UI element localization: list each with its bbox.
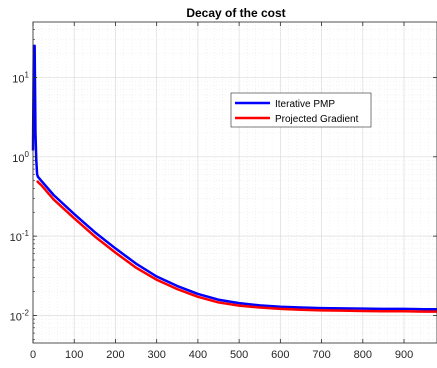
x-tick-label: 800: [354, 349, 372, 361]
y-tick-label: 101: [12, 70, 29, 85]
x-tick-label: 500: [230, 349, 248, 361]
x-tick-labels: 0 100 200 300 400 500 600 700 800 900: [30, 349, 413, 361]
y-tick-label: 10-1: [10, 229, 30, 244]
x-tick-label: 0: [30, 349, 36, 361]
legend-label-projected-gradient: Projected Gradient: [275, 114, 359, 125]
x-tick-label: 100: [65, 349, 83, 361]
series-line-projected-gradient: [36, 180, 437, 313]
x-tick-label: 600: [271, 349, 289, 361]
x-tick-label: 400: [189, 349, 207, 361]
legend-label-iterative-pmp: Iterative PMP: [275, 99, 335, 110]
minor-grid: [33, 22, 437, 343]
x-tick-label: 200: [106, 349, 124, 361]
legend: Iterative PMP Projected Gradient: [230, 92, 372, 128]
y-tick-labels: 10-2 10-1 100 101: [10, 70, 30, 323]
x-tick-label: 700: [312, 349, 330, 361]
plot-area: [33, 22, 437, 343]
axis-ticks: [32, 22, 437, 343]
y-tick-label: 10-2: [10, 308, 30, 323]
y-tick-label: 100: [12, 150, 29, 165]
legend-box: [230, 92, 372, 128]
series-line-iterative-pmp: [31, 44, 437, 311]
plot-frame: [32, 21, 437, 344]
x-tick-label: 900: [395, 349, 413, 361]
chart-title: Decay of the cost: [186, 6, 285, 20]
x-tick-label: 300: [147, 349, 165, 361]
series-layer: [31, 44, 437, 313]
